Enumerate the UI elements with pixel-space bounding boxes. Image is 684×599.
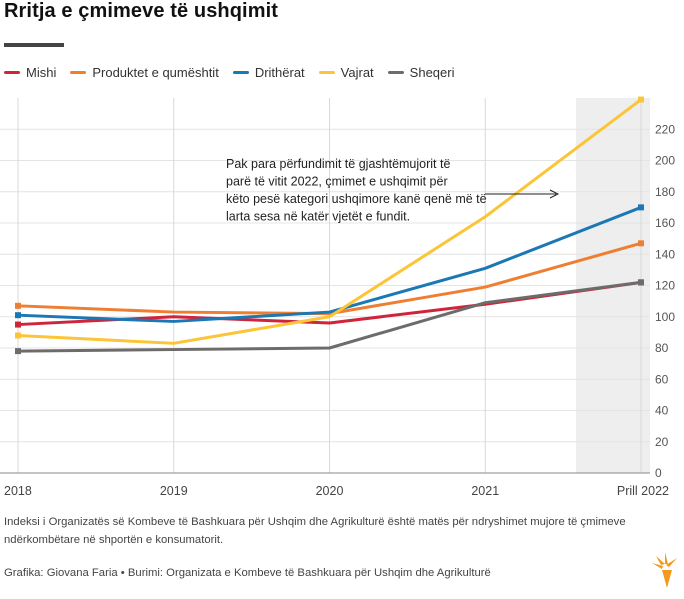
x-tick-label: Prill 2022 xyxy=(617,484,669,498)
chart-footnote: Indeksi i Organizatës së Kombeve të Bash… xyxy=(4,516,626,546)
x-tick-label: 2021 xyxy=(471,484,499,498)
y-tick-label: 20 xyxy=(655,435,669,449)
series-start-marker xyxy=(15,312,21,319)
y-tick-label: 40 xyxy=(655,404,669,418)
series-line xyxy=(16,241,643,316)
legend-item: Sheqeri xyxy=(387,64,455,80)
y-tick-label: 200 xyxy=(655,154,675,168)
legend-swatch xyxy=(70,70,87,74)
food-price-line-chart: 0 20 40 60 80 100 120 140 160 180 200 220 2018 2019 20… xyxy=(0,96,675,498)
legend-item: Vajrat xyxy=(318,64,374,80)
y-tick-label: 0 xyxy=(655,466,662,480)
title-underline xyxy=(4,43,64,47)
legend-swatch xyxy=(387,70,404,74)
series-line xyxy=(16,98,643,345)
y-tick-label: 180 xyxy=(655,185,675,199)
x-tick-label: 2018 xyxy=(4,484,32,498)
legend-label: Produktet e qumështit xyxy=(92,64,219,80)
series-start-marker xyxy=(15,348,21,355)
annotation-text: Pak para përfundimit të gjashtëmujorit t… xyxy=(226,157,487,224)
legend-label: Vajrat xyxy=(340,64,374,80)
legend-item: Drithërat xyxy=(232,64,305,80)
series-end-marker xyxy=(638,204,644,211)
series-end-marker xyxy=(638,279,644,286)
series-start-marker xyxy=(15,332,21,339)
y-tick-label: 220 xyxy=(655,122,675,136)
legend-label: Sheqeri xyxy=(409,64,455,80)
legend-item: Mishi xyxy=(4,65,56,80)
series-end-marker xyxy=(638,96,644,103)
legend-item: Produktet e qumështit xyxy=(70,64,219,80)
chart-title: Rritja e çmimeve të ushqimit xyxy=(4,0,279,22)
series-start-marker xyxy=(15,321,21,328)
legend-swatch xyxy=(232,70,249,74)
x-tick-label: 2020 xyxy=(316,484,344,498)
series-end-marker xyxy=(638,240,644,247)
y-tick-label: 100 xyxy=(655,310,675,324)
series-start-marker xyxy=(15,302,21,309)
rfe-logo-icon xyxy=(650,550,680,595)
legend-swatch xyxy=(4,70,20,74)
series-line xyxy=(16,280,643,353)
chart-credit: Grafika: Giovana Faria • Burimi: Organiz… xyxy=(4,567,491,579)
series-line xyxy=(16,205,643,323)
chart-legend: Mishi Produktet e qumështit Drithërat Vajra… xyxy=(4,62,468,82)
y-tick-label: 160 xyxy=(655,216,675,230)
legend-label: Drithërat xyxy=(254,64,305,80)
annotation-arrow-head xyxy=(549,189,560,199)
legend-label: Mishi xyxy=(26,64,57,80)
y-tick-label: 60 xyxy=(655,372,669,386)
y-tick-label: 120 xyxy=(655,279,675,293)
y-tick-label: 80 xyxy=(655,341,669,355)
x-tick-label: 2019 xyxy=(160,484,188,498)
y-tick-label: 140 xyxy=(655,247,675,261)
legend-swatch xyxy=(318,70,335,74)
